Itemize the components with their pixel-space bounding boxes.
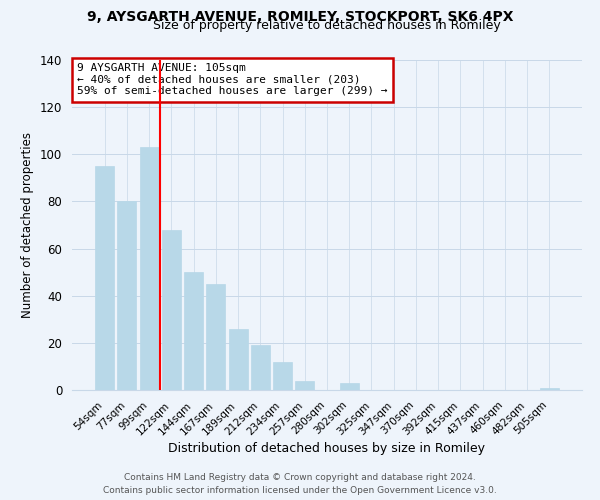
Text: 9 AYSGARTH AVENUE: 105sqm
← 40% of detached houses are smaller (203)
59% of semi: 9 AYSGARTH AVENUE: 105sqm ← 40% of detac… <box>77 64 388 96</box>
Bar <box>184 272 203 390</box>
Bar <box>140 147 158 390</box>
Title: Size of property relative to detached houses in Romiley: Size of property relative to detached ho… <box>153 20 501 32</box>
Text: Contains HM Land Registry data © Crown copyright and database right 2024.
Contai: Contains HM Land Registry data © Crown c… <box>103 474 497 495</box>
Bar <box>251 345 270 390</box>
Bar <box>273 362 292 390</box>
Bar <box>229 328 248 390</box>
X-axis label: Distribution of detached houses by size in Romiley: Distribution of detached houses by size … <box>169 442 485 455</box>
Bar <box>162 230 181 390</box>
Bar <box>118 202 136 390</box>
Bar <box>295 380 314 390</box>
Bar <box>540 388 559 390</box>
Bar <box>95 166 114 390</box>
Bar <box>340 383 359 390</box>
Text: 9, AYSGARTH AVENUE, ROMILEY, STOCKPORT, SK6 4PX: 9, AYSGARTH AVENUE, ROMILEY, STOCKPORT, … <box>87 10 513 24</box>
Bar <box>206 284 225 390</box>
Y-axis label: Number of detached properties: Number of detached properties <box>22 132 34 318</box>
